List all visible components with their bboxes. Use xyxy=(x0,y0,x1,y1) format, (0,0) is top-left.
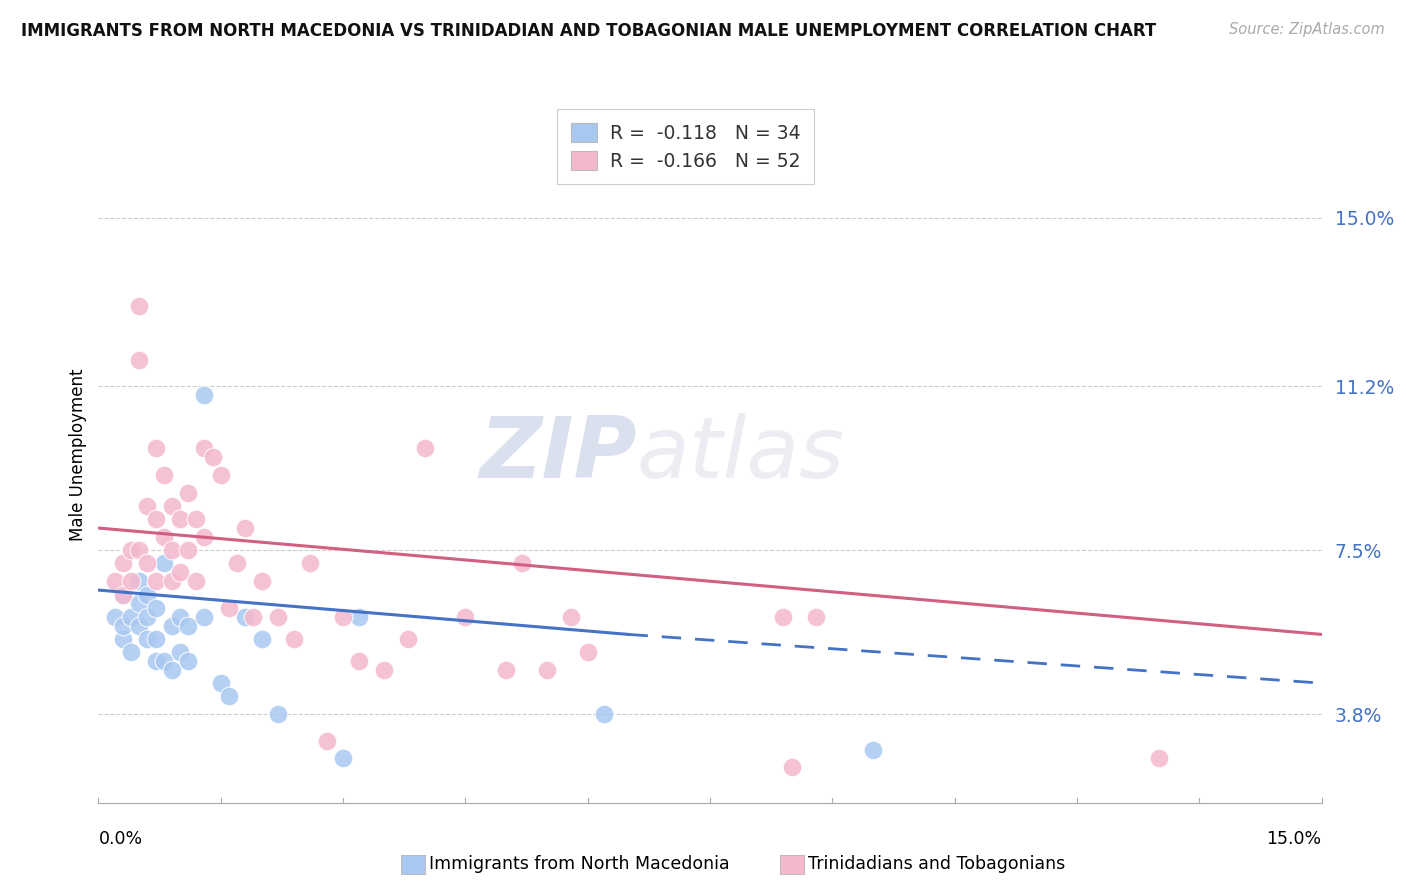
Point xyxy=(267,609,290,624)
Point xyxy=(233,609,256,624)
Text: Source: ZipAtlas.com: Source: ZipAtlas.com xyxy=(1229,22,1385,37)
Point xyxy=(862,742,884,756)
Point xyxy=(349,654,371,668)
Point xyxy=(186,574,208,589)
Point xyxy=(104,574,127,589)
Point xyxy=(780,760,803,774)
Text: ZIP: ZIP xyxy=(479,413,637,497)
Point xyxy=(218,690,240,704)
Point xyxy=(193,530,215,544)
Point xyxy=(111,632,134,646)
Point xyxy=(128,596,150,610)
Point xyxy=(145,512,167,526)
Point xyxy=(145,654,167,668)
Point xyxy=(413,442,436,456)
Point xyxy=(111,618,134,632)
Point xyxy=(136,499,159,513)
Point xyxy=(299,557,322,571)
Point xyxy=(332,609,354,624)
Point xyxy=(201,450,224,464)
Text: 15.0%: 15.0% xyxy=(1267,830,1322,847)
Point xyxy=(152,467,174,482)
Point xyxy=(512,557,534,571)
Point xyxy=(177,485,200,500)
Point xyxy=(349,609,371,624)
Point xyxy=(373,663,395,677)
Text: atlas: atlas xyxy=(637,413,845,497)
Point xyxy=(233,521,256,535)
Point xyxy=(136,632,159,646)
Point xyxy=(160,663,183,677)
Point xyxy=(111,587,134,601)
Point xyxy=(495,663,517,677)
Point xyxy=(804,609,827,624)
Point xyxy=(193,442,215,456)
Text: Trinidadians and Tobagonians: Trinidadians and Tobagonians xyxy=(808,855,1066,873)
Point xyxy=(242,609,264,624)
Point xyxy=(218,600,240,615)
Point xyxy=(169,512,191,526)
Point xyxy=(120,574,142,589)
Point xyxy=(315,733,337,747)
Point xyxy=(152,530,174,544)
Point xyxy=(128,574,150,589)
Point xyxy=(209,467,232,482)
Point xyxy=(152,557,174,571)
Point xyxy=(120,543,142,558)
Point xyxy=(104,609,127,624)
Point xyxy=(128,300,150,314)
Point xyxy=(136,609,159,624)
Point xyxy=(128,543,150,558)
Point xyxy=(209,676,232,690)
Text: 0.0%: 0.0% xyxy=(98,830,142,847)
Point xyxy=(396,632,419,646)
Point xyxy=(193,609,215,624)
Point xyxy=(111,557,134,571)
Point xyxy=(560,609,582,624)
Point xyxy=(186,512,208,526)
Text: IMMIGRANTS FROM NORTH MACEDONIA VS TRINIDADIAN AND TOBAGONIAN MALE UNEMPLOYMENT : IMMIGRANTS FROM NORTH MACEDONIA VS TRINI… xyxy=(21,22,1156,40)
Point xyxy=(152,654,174,668)
Point xyxy=(772,609,794,624)
Point xyxy=(1147,751,1170,765)
Point xyxy=(169,566,191,580)
Point xyxy=(593,707,616,722)
Point xyxy=(536,663,558,677)
Point xyxy=(145,600,167,615)
Point xyxy=(160,618,183,632)
Point xyxy=(120,609,142,624)
Point xyxy=(177,654,200,668)
Point xyxy=(169,645,191,659)
Y-axis label: Male Unemployment: Male Unemployment xyxy=(69,368,87,541)
Point xyxy=(136,587,159,601)
Point xyxy=(120,645,142,659)
Point xyxy=(145,574,167,589)
Point xyxy=(283,632,305,646)
Point xyxy=(128,618,150,632)
Point xyxy=(111,587,134,601)
Point xyxy=(169,609,191,624)
Point xyxy=(250,574,273,589)
Point xyxy=(128,352,150,367)
Point xyxy=(193,388,215,402)
Point xyxy=(136,557,159,571)
Point xyxy=(160,499,183,513)
Point xyxy=(145,632,167,646)
Point xyxy=(177,543,200,558)
Point xyxy=(160,574,183,589)
Point xyxy=(454,609,477,624)
Point xyxy=(267,707,290,722)
Point xyxy=(576,645,599,659)
Point xyxy=(160,543,183,558)
Point xyxy=(250,632,273,646)
Legend: R =  -0.118   N = 34, R =  -0.166   N = 52: R = -0.118 N = 34, R = -0.166 N = 52 xyxy=(557,110,814,184)
Text: Immigrants from North Macedonia: Immigrants from North Macedonia xyxy=(429,855,730,873)
Point xyxy=(177,618,200,632)
Point xyxy=(332,751,354,765)
Point xyxy=(226,557,249,571)
Point xyxy=(145,442,167,456)
